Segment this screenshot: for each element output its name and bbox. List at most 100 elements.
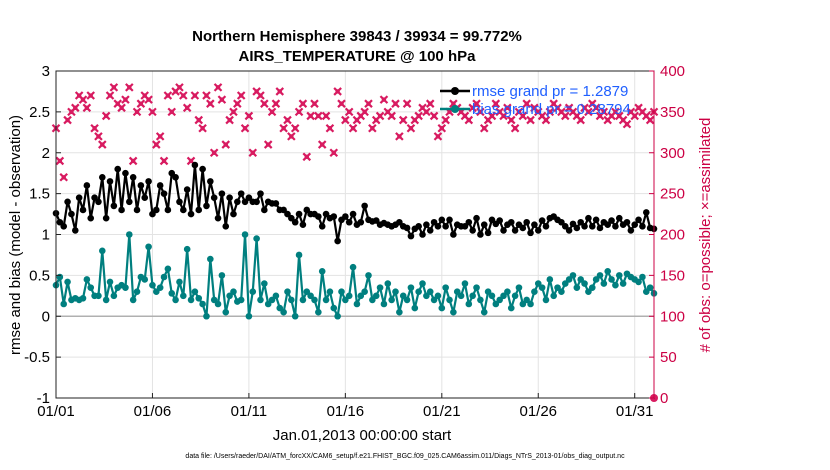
rmse-point: [214, 214, 222, 222]
bias-point: [218, 272, 226, 279]
bias-point: [608, 276, 615, 283]
rmse-point: [295, 210, 303, 218]
x-axis-label: Jan.01,2013 00:00:00 start: [273, 427, 452, 444]
bias-point: [380, 300, 388, 308]
obs-marker-dot: [331, 150, 336, 155]
obs-marker-dot: [223, 142, 228, 147]
obs-marker: [406, 123, 416, 133]
bias-point: [411, 304, 419, 312]
obs-marker-dot: [401, 117, 406, 123]
obs-marker-dot: [215, 85, 221, 90]
obs-marker: [63, 115, 72, 125]
rmse-point: [446, 216, 453, 224]
rmse-point: [145, 178, 152, 185]
bias-point: [353, 300, 361, 308]
obs-marker: [364, 99, 373, 108]
bias-point: [338, 288, 345, 296]
obs-marker-dot: [138, 101, 144, 106]
obs-marker-dot: [293, 126, 298, 131]
obs-marker: [125, 83, 134, 92]
bias-point: [110, 292, 118, 300]
rmse-point: [106, 178, 114, 185]
rmse-point: [531, 221, 538, 228]
obs-marker-dot: [154, 142, 159, 147]
obs-marker-dot: [547, 109, 553, 115]
rmse-point: [527, 229, 534, 237]
obs-marker: [491, 99, 501, 108]
obs-marker: [225, 115, 234, 125]
obs-marker: [375, 111, 385, 121]
obs-marker-dot: [593, 105, 599, 110]
bias-point: [480, 308, 488, 316]
right-tick-label: 0: [660, 390, 668, 407]
rmse-point: [122, 169, 129, 177]
rmse-point: [237, 190, 245, 197]
obs-marker-dot: [188, 158, 194, 164]
rmse-point: [608, 217, 615, 224]
obs-marker: [287, 132, 296, 141]
left-tick-label: 3: [42, 63, 50, 80]
obs-marker: [248, 148, 258, 158]
rmse-point: [511, 227, 519, 234]
obs-marker-dot: [157, 134, 163, 139]
obs-marker-dot: [73, 105, 78, 110]
bias-point: [95, 292, 102, 300]
rmse-point: [623, 218, 631, 226]
obs-marker-dot: [130, 158, 136, 164]
obs-marker: [541, 115, 551, 125]
rmse-series: [52, 161, 658, 245]
bias-point: [315, 308, 322, 316]
right-tick-label: 50: [660, 349, 677, 366]
bias-point: [295, 251, 303, 259]
bias-point: [596, 272, 604, 279]
rmse-point: [272, 200, 280, 207]
rmse-point: [330, 213, 338, 220]
obs-marker-dot: [647, 117, 653, 123]
obs-marker: [240, 123, 250, 133]
obs-marker-dot: [127, 85, 132, 90]
bias-point: [542, 296, 550, 304]
bias-point: [419, 280, 426, 287]
left-tick-label: 1.5: [29, 186, 50, 203]
rmse-point: [176, 198, 183, 206]
obs-marker: [329, 148, 339, 158]
rmse-point: [164, 206, 172, 214]
bias-point: [237, 296, 245, 304]
bias-point: [176, 278, 183, 286]
obs-marker: [425, 99, 435, 108]
bias-point: [272, 292, 280, 300]
obs-marker-dot: [478, 109, 483, 115]
obs-marker: [263, 140, 273, 149]
bias-point: [187, 296, 195, 304]
rmse-point: [133, 206, 141, 214]
bias-point: [384, 280, 392, 287]
obs-marker-dot: [262, 101, 267, 106]
left-tick-label: -0.5: [24, 349, 50, 366]
rmse-point: [565, 227, 573, 234]
bias-point: [60, 300, 68, 308]
obs-marker-dot: [196, 117, 201, 123]
obs-marker-dot: [61, 175, 66, 180]
bias-point: [407, 284, 415, 291]
rmse-point: [234, 198, 241, 206]
bias-point: [207, 255, 214, 263]
rmse-point: [156, 182, 164, 189]
rmse-point: [137, 182, 145, 189]
obs-marker: [576, 115, 585, 125]
obs-marker: [94, 132, 103, 141]
obs-marker-dot: [350, 126, 356, 131]
bias-point: [149, 281, 156, 289]
bias-point: [434, 292, 442, 300]
bias-point: [79, 294, 87, 302]
bias-point: [588, 284, 596, 291]
bias-point: [426, 288, 434, 296]
bias-point: [253, 235, 260, 242]
obs-marker-dot: [343, 117, 348, 123]
rmse-point: [226, 194, 233, 202]
rmse-point: [635, 216, 642, 224]
obs-marker-dot: [393, 101, 398, 106]
obs-marker: [344, 107, 354, 117]
obs-marker-dot: [312, 101, 317, 106]
obs-marker-dot: [100, 142, 105, 147]
rmse-point: [480, 221, 488, 228]
